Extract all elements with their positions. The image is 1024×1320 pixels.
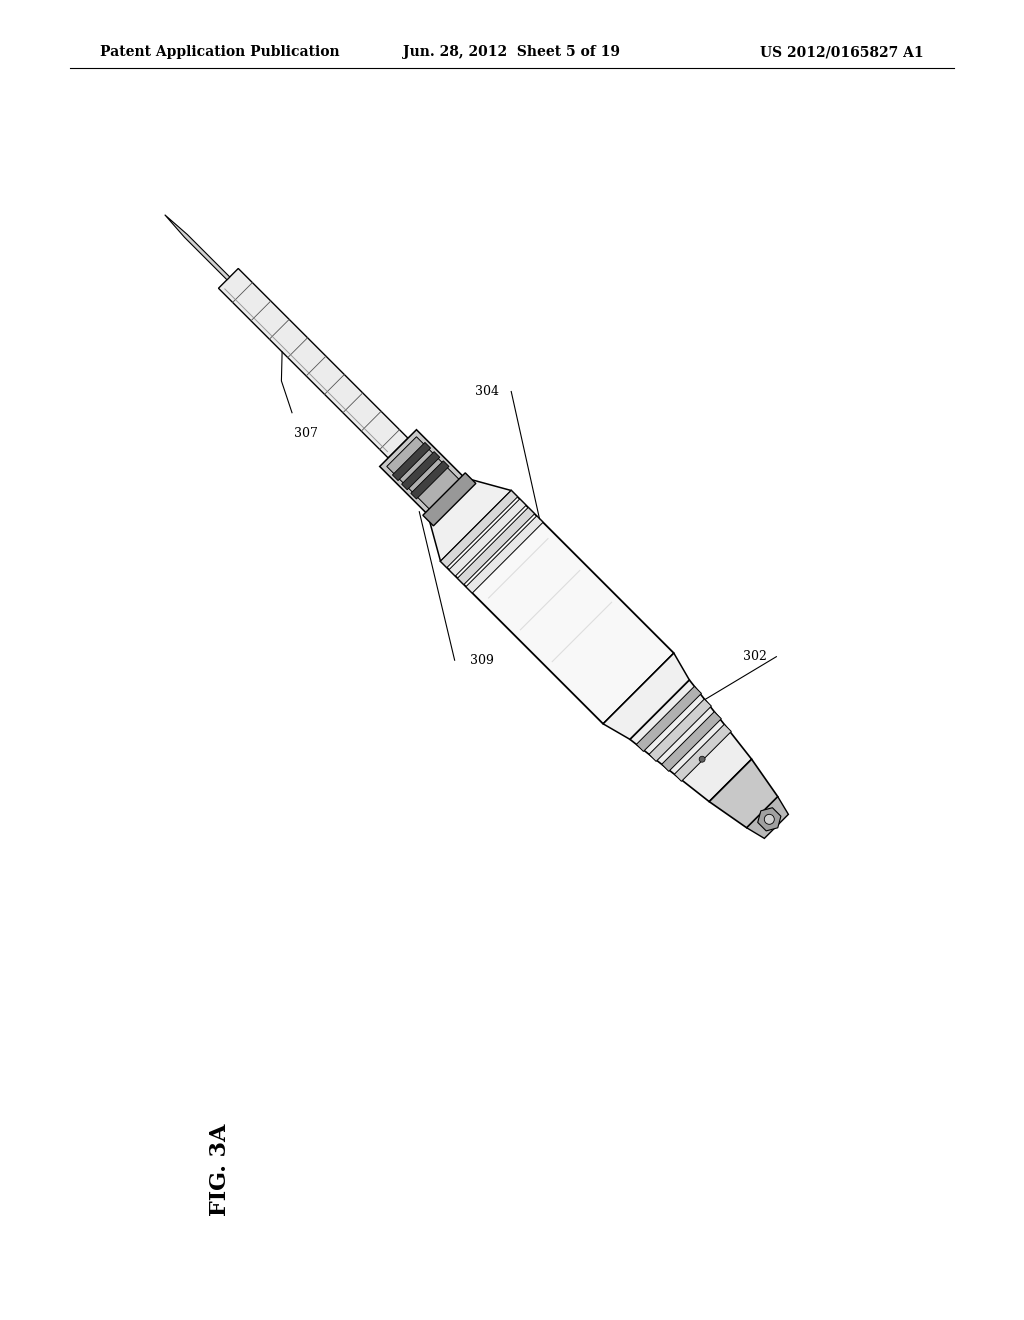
Polygon shape bbox=[411, 461, 449, 499]
Circle shape bbox=[764, 814, 774, 824]
Text: Patent Application Publication: Patent Application Publication bbox=[100, 45, 340, 59]
Polygon shape bbox=[603, 653, 689, 739]
Polygon shape bbox=[466, 516, 543, 593]
Polygon shape bbox=[675, 725, 731, 781]
Polygon shape bbox=[423, 473, 476, 525]
Polygon shape bbox=[458, 507, 535, 585]
Polygon shape bbox=[449, 499, 526, 576]
Text: 302: 302 bbox=[742, 651, 766, 663]
Polygon shape bbox=[430, 480, 511, 561]
Polygon shape bbox=[630, 680, 752, 801]
Polygon shape bbox=[710, 759, 778, 828]
Polygon shape bbox=[380, 430, 469, 520]
Polygon shape bbox=[649, 700, 712, 762]
Text: 307: 307 bbox=[294, 428, 318, 441]
Text: US 2012/0165827 A1: US 2012/0165827 A1 bbox=[761, 45, 924, 59]
Polygon shape bbox=[218, 268, 408, 458]
Polygon shape bbox=[440, 491, 517, 568]
Polygon shape bbox=[636, 686, 701, 751]
Polygon shape bbox=[440, 491, 674, 723]
Text: FIG. 3A: FIG. 3A bbox=[209, 1123, 231, 1216]
Text: Jun. 28, 2012  Sheet 5 of 19: Jun. 28, 2012 Sheet 5 of 19 bbox=[403, 45, 621, 59]
Circle shape bbox=[699, 756, 706, 762]
Polygon shape bbox=[401, 451, 439, 490]
Polygon shape bbox=[392, 442, 431, 480]
Polygon shape bbox=[662, 711, 721, 771]
Polygon shape bbox=[165, 215, 229, 280]
Polygon shape bbox=[746, 797, 788, 838]
Text: 309: 309 bbox=[470, 653, 494, 667]
Polygon shape bbox=[387, 437, 463, 512]
Polygon shape bbox=[758, 808, 781, 830]
Text: 304: 304 bbox=[475, 385, 500, 399]
